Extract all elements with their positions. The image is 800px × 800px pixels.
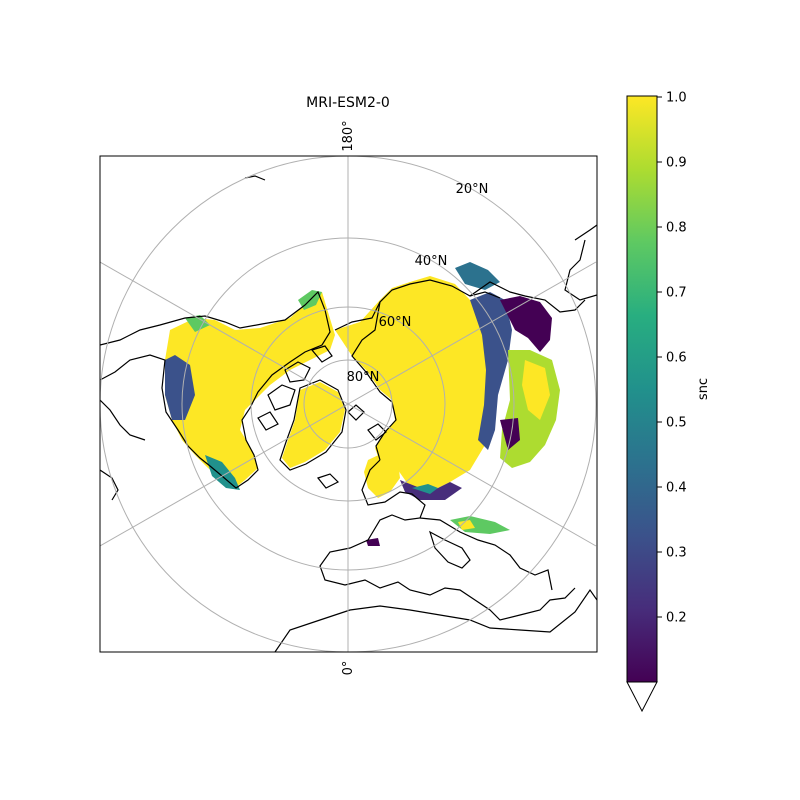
colorbar-gradient (626, 95, 658, 683)
latitude-label-80n: 80°N (347, 370, 380, 385)
graticule (100, 156, 597, 652)
map-area (100, 156, 597, 652)
map-frame (99, 155, 598, 653)
latitude-label-20n: 20°N (456, 182, 489, 197)
colorbar-tick-label: 0.8 (666, 221, 687, 236)
colorbar-tick-label: 0.7 (666, 286, 687, 301)
snow-field-scandinavia (364, 452, 400, 498)
colorbar-label: snc (696, 378, 711, 400)
meridian-label-top: 180° (341, 120, 356, 151)
colorbar-tick-label: 0.3 (666, 546, 687, 561)
colorbar-tick-label: 0.6 (666, 351, 687, 366)
colorbar-tick-label: 0.5 (666, 416, 687, 431)
snow-field-north-america (165, 290, 335, 490)
latitude-label-40n: 40°N (415, 254, 448, 269)
map-title: MRI-ESM2-0 (306, 95, 390, 111)
colorbar-extend-min (626, 681, 658, 713)
colorbar-tick-label: 0.4 (666, 481, 687, 496)
latitude-label-60n: 60°N (379, 315, 412, 330)
snow-field-greenland (282, 382, 345, 468)
colorbar: 0.2 0.3 0.4 0.5 0.6 0.7 0.8 0.9 1.0 snc (626, 91, 711, 713)
colorbar-tick-label: 0.2 (666, 611, 687, 626)
meridian-label-bottom: 0° (341, 661, 356, 676)
colorbar-tick-label: 1.0 (666, 91, 687, 106)
colorbar-ticks: 0.2 0.3 0.4 0.5 0.6 0.7 0.8 0.9 1.0 (657, 91, 687, 626)
colorbar-tick-label: 0.9 (666, 156, 687, 171)
